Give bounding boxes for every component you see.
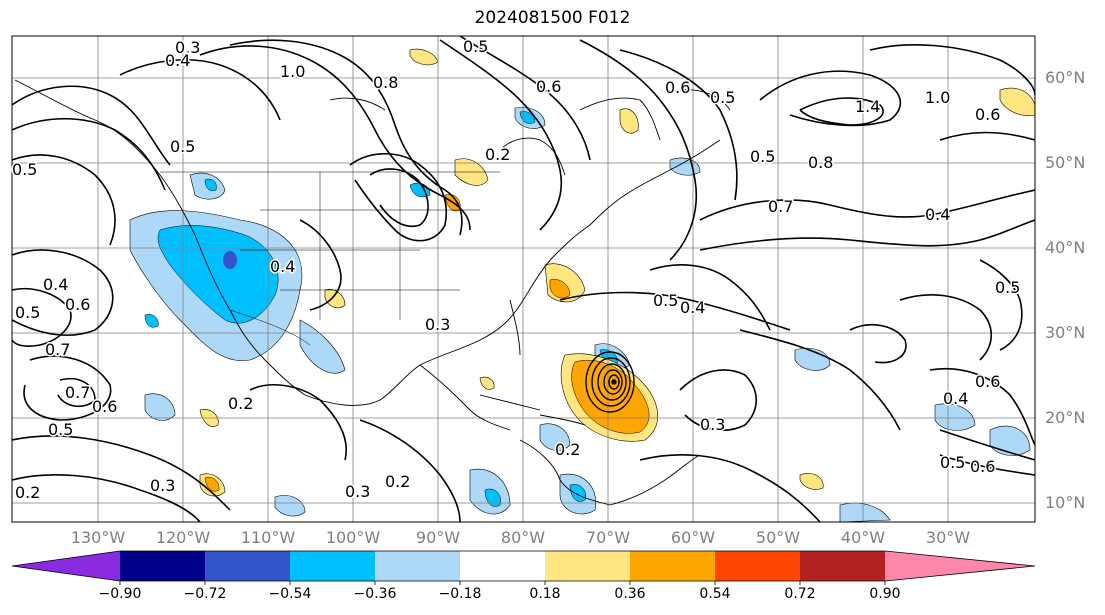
contour-label: 0.5: [750, 147, 775, 166]
contour-label: 0.5: [15, 303, 40, 322]
lon-label-40w: 40°W: [840, 528, 886, 547]
political-borders: [160, 171, 500, 346]
contour-label: 0.4: [680, 298, 705, 317]
contour-label: 0.4: [925, 205, 950, 224]
colorbar-segment: [290, 551, 375, 581]
hurricane-contours: [585, 351, 635, 413]
colorbar-segment: [120, 551, 205, 581]
contour-label-layer: 0.3 0.4 1.0 0.8 0.5 0.6 0.6 0.5 1.4 1.0 …: [11, 36, 1022, 504]
contour-label: 0.6: [536, 77, 561, 96]
colorbar-tick-label: 0.36: [614, 586, 646, 602]
colorbar-tick-label: −0.72: [183, 586, 227, 602]
contour-label: 0.5: [710, 88, 735, 107]
contour-label: 0.7: [45, 340, 70, 359]
contour-label: 0.5: [463, 37, 488, 56]
contour-label: 0.7: [65, 383, 90, 402]
coastlines: [14, 79, 731, 506]
contour-label: 0.6: [975, 372, 1000, 391]
colorbar: [11, 550, 1036, 585]
contour-label: 0.2: [555, 440, 580, 459]
contour-label: 0.5: [995, 278, 1020, 297]
contour-label: 1.4: [855, 97, 880, 116]
colorbar-tick-label: 0.54: [699, 586, 731, 602]
lat-label-50n: 50°N: [1045, 153, 1086, 172]
lon-label-60w: 60°W: [670, 528, 716, 547]
contour-label: 0.6: [65, 295, 90, 314]
lon-label-120w: 120°W: [155, 528, 211, 547]
contour-label: 0.2: [385, 472, 410, 491]
contour-label: 0.3: [700, 415, 725, 434]
lon-label-80w: 80°W: [500, 528, 546, 547]
colorbar-segment: [545, 551, 630, 581]
map-title: 2024081500 F012: [474, 8, 631, 28]
contour-label: 0.5: [653, 291, 678, 310]
colorbar-segment: [800, 551, 885, 581]
colorbar-tick-label: −0.90: [98, 586, 142, 602]
lat-label-60n: 60°N: [1045, 68, 1086, 87]
lon-label-110w: 110°W: [240, 528, 296, 547]
colorbar-segment: [460, 551, 545, 581]
contour-label: 0.3: [175, 38, 200, 57]
map-area: [12, 36, 1035, 522]
colorbar-segment: [205, 551, 290, 581]
contour-label: 0.4: [43, 275, 68, 294]
colorbar-tick-label: 0.18: [529, 586, 561, 602]
contour-label: 0.5: [48, 420, 73, 439]
contour-label: 0.6: [92, 397, 117, 416]
contour-label: 0.4: [165, 51, 190, 70]
colorbar-segment: [715, 551, 800, 581]
contour-label: 1.0: [925, 88, 950, 107]
graticule: [12, 36, 1035, 522]
contour-label: 0.3: [425, 315, 450, 334]
contour-label: 0.5: [940, 453, 965, 472]
lon-label-100w: 100°W: [325, 528, 381, 547]
lon-label-50w: 50°W: [755, 528, 801, 547]
contour-label: 0.4: [270, 257, 295, 276]
colorbar-extend-right: [885, 551, 1035, 581]
contour-label: 0.2: [15, 483, 40, 502]
contour-label: 0.5: [12, 160, 37, 179]
lat-label-40n: 40°N: [1045, 238, 1086, 257]
contour-label: 0.8: [808, 153, 833, 172]
contour-label: 0.5: [170, 137, 195, 156]
contour-label: 0.3: [345, 482, 370, 501]
colorbar-tick-label: −0.36: [353, 586, 397, 602]
contour-lines: [12, 36, 1035, 522]
lon-label-130w: 130°W: [70, 528, 126, 547]
lat-label-30n: 30°N: [1045, 323, 1086, 342]
lon-label-70w: 70°W: [585, 528, 631, 547]
lat-label-10n: 10°N: [1045, 493, 1086, 512]
lon-label-90w: 90°W: [415, 528, 461, 547]
colorbar-tick-label: 0.90: [869, 586, 901, 602]
colorbar-tick-label: 0.72: [784, 586, 816, 602]
colorbar-segment: [630, 551, 715, 581]
colorbar-tick-label: −0.18: [438, 586, 482, 602]
contour-label: 0.6: [975, 105, 1000, 124]
contour-label: 0.7: [768, 197, 793, 216]
shaded-field-dark-blue: [223, 251, 237, 269]
contour-label: 0.6: [665, 78, 690, 97]
contour-label: 1.0: [280, 62, 305, 81]
contour-label: 0.6: [970, 457, 995, 476]
map-frame: [11, 35, 1036, 523]
colorbar-segment: [375, 551, 460, 581]
contour-label: 0.2: [228, 394, 253, 413]
colorbar-extend-left: [12, 551, 120, 581]
contour-label: 0.3: [150, 476, 175, 495]
colorbar-tick-label: −0.54: [268, 586, 312, 602]
contour-label: 0.4: [943, 389, 968, 408]
contour-label: 0.8: [373, 73, 398, 92]
shaded-field-orange: [204, 194, 650, 492]
contour-label: 0.2: [485, 145, 510, 164]
lon-label-30w: 30°W: [925, 528, 971, 547]
lat-label-20n: 20°N: [1045, 408, 1086, 427]
